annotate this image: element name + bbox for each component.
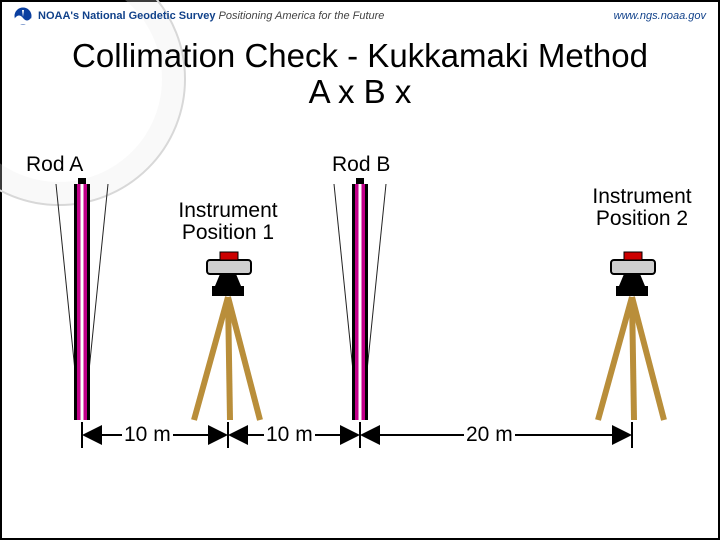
instrument-2 (598, 252, 664, 420)
label-rod-a: Rod A (26, 154, 83, 176)
rod-b (334, 178, 386, 420)
instr1-line2: Position 1 (182, 221, 274, 244)
diagram-canvas (2, 2, 718, 538)
rod-a (56, 178, 108, 420)
label-instrument-1: Instrument Position 1 (142, 200, 314, 244)
label-instrument-2: Instrument Position 2 (562, 186, 720, 230)
instrument-1 (194, 252, 260, 420)
distance-3: 20 m (464, 424, 515, 445)
instr1-line1: Instrument (178, 199, 277, 222)
distance-2: 10 m (264, 424, 315, 445)
instr2-line1: Instrument (592, 185, 691, 208)
distance-1: 10 m (122, 424, 173, 445)
label-rod-b: Rod B (332, 154, 390, 176)
slide-page: NOAA's National Geodetic Survey Position… (0, 0, 720, 540)
instr2-line2: Position 2 (596, 207, 688, 230)
